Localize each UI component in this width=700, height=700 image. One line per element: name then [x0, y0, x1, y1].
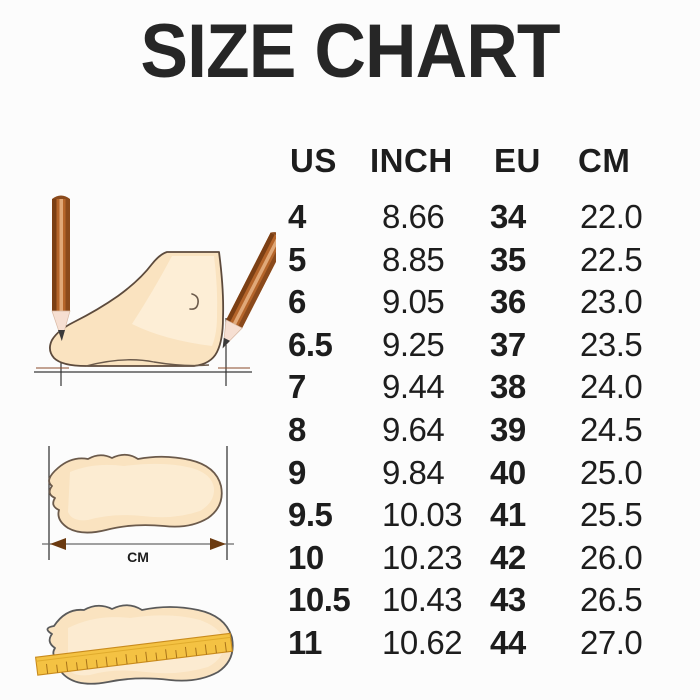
cell-us: 9.5 — [288, 496, 333, 534]
sole-arch-line — [85, 359, 210, 367]
cell-inch: 10.23 — [382, 538, 463, 576]
cell-inch: 10.43 — [382, 581, 463, 619]
table-body: 4 8.66 34 22.0 5 8.85 35 22.5 6 9.05 36 23.0 6.5 9.25… — [286, 198, 676, 667]
cell-cm: 25.0 — [580, 453, 643, 491]
pencil-left — [51, 195, 71, 342]
cell-us: 6 — [288, 283, 306, 321]
pencil-left-stripe-dark — [52, 199, 57, 311]
cell-eu: 35 — [490, 240, 526, 278]
tape-ticks — [45, 641, 227, 674]
table-row: 7 9.44 38 24.0 — [286, 368, 676, 411]
dimension-arrow-right — [210, 538, 226, 550]
cell-eu: 36 — [490, 283, 526, 321]
cell-cm: 26.5 — [580, 581, 643, 619]
cell-us: 4 — [288, 198, 306, 235]
ankle-bone-mark — [189, 293, 199, 310]
cell-inch: 9.05 — [382, 283, 445, 321]
cell-cm: 24.0 — [580, 368, 643, 406]
cell-eu: 38 — [490, 368, 526, 406]
cell-us: 10 — [288, 538, 324, 576]
cell-eu: 44 — [490, 623, 526, 661]
pencil-right-graphite — [222, 337, 231, 349]
pencil-left-wood — [51, 310, 71, 342]
cell-eu: 41 — [490, 496, 526, 534]
cell-cm: 23.5 — [580, 325, 643, 363]
tape-body — [34, 632, 233, 676]
cell-inch: 9.25 — [382, 325, 445, 363]
column-header-us: US — [290, 142, 337, 179]
table-row: 6.5 9.25 37 23.5 — [286, 326, 676, 369]
cell-inch: 9.84 — [382, 453, 445, 491]
cell-us: 8 — [288, 410, 306, 448]
table-row: 9 9.84 40 25.0 — [286, 454, 676, 497]
cell-eu: 43 — [490, 581, 526, 619]
pencil-right — [222, 232, 276, 349]
page-title: SIZE CHART — [140, 9, 560, 94]
cell-inch: 9.44 — [382, 368, 445, 406]
cell-eu: 42 — [490, 538, 526, 576]
dimension-arrow-left — [50, 538, 66, 550]
pencil-right-cap — [270, 232, 276, 241]
cell-cm: 22.0 — [580, 198, 643, 235]
table-header-row: US INCH EU CM — [286, 142, 676, 198]
foot-side-view-illustration — [34, 195, 276, 386]
column-header-eu: EU — [494, 142, 541, 179]
cell-inch: 10.03 — [382, 496, 463, 534]
table-row: 11 10.62 44 27.0 — [286, 624, 676, 667]
table-row: 10 10.23 42 26.0 — [286, 539, 676, 582]
pencil-left-graphite — [58, 330, 65, 341]
cell-us: 9 — [288, 453, 306, 491]
cell-inch: 9.64 — [382, 410, 445, 448]
table-row: 10.5 10.43 43 26.5 — [286, 581, 676, 624]
cell-us: 7 — [288, 368, 306, 406]
cell-inch: 8.66 — [382, 198, 445, 235]
cell-eu: 39 — [490, 410, 526, 448]
pencil-right-stripe-light — [232, 235, 276, 325]
pencil-left-cap — [52, 195, 70, 199]
pencil-right-stripe-dark2 — [238, 238, 276, 329]
pencil-left-stripe-light — [59, 199, 63, 311]
tape-inner-line — [36, 636, 231, 662]
table-row: 8 9.64 39 24.5 — [286, 411, 676, 454]
table-row: 9.5 10.03 41 25.5 — [286, 496, 676, 539]
table-row: 6 9.05 36 23.0 — [286, 283, 676, 326]
cell-us: 6.5 — [288, 325, 333, 363]
cell-cm: 23.0 — [580, 283, 643, 321]
cell-cm: 25.5 — [580, 496, 643, 534]
cell-cm: 22.5 — [580, 240, 643, 278]
cell-cm: 27.0 — [580, 623, 643, 661]
pencil-left-stripe-dark2 — [65, 199, 70, 311]
footprint-tape-illustration — [34, 604, 234, 685]
column-header-cm: CM — [578, 142, 631, 179]
cell-cm: 26.0 — [580, 538, 643, 576]
cell-eu: 40 — [490, 453, 526, 491]
footprint-dimension-illustration: CM — [42, 446, 234, 565]
cell-cm: 24.5 — [580, 410, 643, 448]
footprint-highlight — [68, 463, 215, 521]
foot-highlight — [132, 256, 218, 346]
pencil-right-stripe-dark — [226, 232, 275, 322]
cell-inch: 10.62 — [382, 623, 463, 661]
cell-us: 11 — [288, 623, 322, 661]
cell-eu: 34 — [490, 198, 526, 235]
table-row: 4 8.66 34 22.0 — [286, 198, 676, 241]
measuring-tape — [34, 632, 233, 676]
table-row: 5 8.85 35 22.5 — [286, 241, 676, 284]
cell-us: 10.5 — [288, 581, 351, 619]
cell-inch: 8.85 — [382, 240, 445, 278]
column-header-inch: INCH — [370, 142, 453, 179]
cell-us: 5 — [288, 240, 306, 278]
cell-eu: 37 — [490, 325, 526, 363]
dimension-label-cm: CM — [127, 549, 149, 565]
size-table: US INCH EU CM 4 8.66 34 22.0 5 8.85 35 22.5 6 9.0… — [286, 142, 676, 687]
